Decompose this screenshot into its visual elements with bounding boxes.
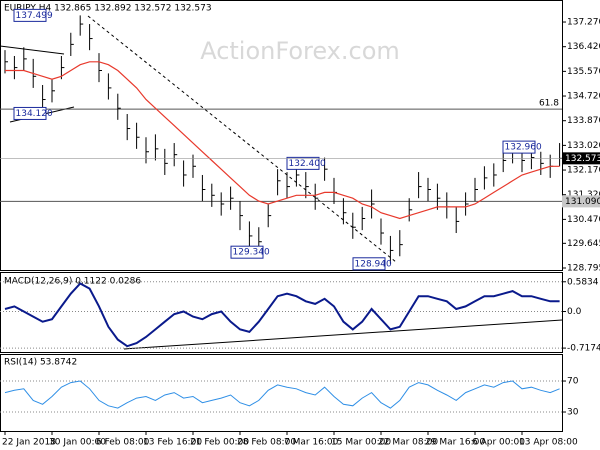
y-tick-label: 129.645 <box>567 239 600 249</box>
x-tick-label: 29 Mar 16:00 <box>425 438 485 448</box>
x-tick-label: 7 Mar 16:00 <box>284 438 339 448</box>
indicator-line <box>4 380 560 409</box>
y-tick-label: 0.5834 <box>567 277 599 287</box>
x-tick-label: 22 Jan 2018 <box>2 438 56 448</box>
price-annotation-box <box>13 106 47 120</box>
macd-panel <box>0 272 563 353</box>
price-annotation: 134.120 <box>16 109 53 119</box>
price-annotation: 132.400 <box>289 159 326 169</box>
y-tick-label: 133.870 <box>567 116 600 126</box>
indicator-line <box>4 282 560 348</box>
y-tick-label: -0.7174 <box>567 344 600 354</box>
chart-title: EURJPY,H4 132.865 132.892 132.572 132.57… <box>4 4 212 14</box>
price-annotation: 129.340 <box>233 248 270 258</box>
x-tick-label: 21 Feb 00:00 <box>190 438 249 448</box>
y-tick-label: 130.470 <box>567 215 600 225</box>
y-tick-label: 135.570 <box>567 67 600 77</box>
y-tick-label: 30 <box>567 408 579 418</box>
y-tick-label: 128.795 <box>567 263 600 273</box>
level-label: 131.090 <box>565 197 600 207</box>
x-tick-label: 13 Apr 08:00 <box>519 438 578 448</box>
price-annotation-box <box>502 140 536 154</box>
y-tick-label: 137.270 <box>567 18 600 28</box>
y-tick-label: 133.020 <box>567 141 600 151</box>
y-tick-label: 136.420 <box>567 42 600 52</box>
price-panel <box>0 0 563 271</box>
moving-average <box>5 61 560 220</box>
level-label: 61.8 <box>539 99 559 109</box>
y-tick-label: 134.720 <box>567 92 600 102</box>
price-annotation: 128.940 <box>355 259 392 269</box>
x-tick-label: 28 Feb 08:00 <box>237 438 296 448</box>
trendline <box>0 45 65 55</box>
price-annotation-box <box>286 156 320 170</box>
price-annotation: 137.499 <box>16 11 53 21</box>
level-box <box>562 195 600 208</box>
price-annotation: 132.960 <box>505 143 542 153</box>
current-price-box <box>562 152 600 165</box>
current-price-label: 132.573 <box>565 154 600 164</box>
rsi-panel <box>0 354 563 432</box>
x-tick-label: 13 Feb 16:00 <box>143 438 202 448</box>
price-annotation-box <box>352 257 386 271</box>
watermark: ActionForex.com <box>200 37 400 65</box>
price-annotation-box <box>230 245 264 259</box>
x-tick-label: 22 Mar 08:00 <box>378 438 438 448</box>
trendline <box>123 319 563 350</box>
y-tick-label: 131.320 <box>567 190 600 200</box>
y-tick-label: 132.170 <box>567 166 600 176</box>
x-tick-label: 15 Mar 00:00 <box>331 438 391 448</box>
x-tick-label: 30 Jan 00:00 <box>49 438 106 448</box>
y-tick-label: 0.0 <box>567 307 582 317</box>
x-tick-label: 6 Apr 00:00 <box>472 438 525 448</box>
y-tick-label: 70 <box>567 377 579 387</box>
rsi-title: RSI(14) 53.8742 <box>4 358 77 368</box>
price-annotation-box <box>13 8 47 22</box>
x-tick-label: 6 Feb 08:00 <box>96 438 150 448</box>
